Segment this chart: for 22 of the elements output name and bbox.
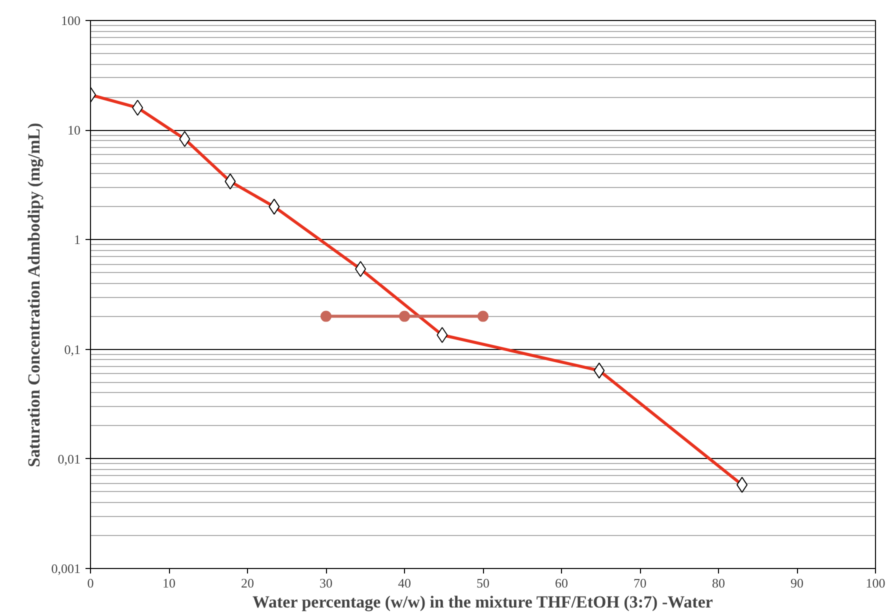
y-axis-title: Saturation Concentration Admbodipy (mg/mL) (24, 122, 44, 468)
x-tick-label: 10 (162, 576, 176, 590)
x-tick-label: 30 (320, 576, 332, 590)
x-tick-label: 70 (634, 576, 646, 590)
y-tick-label: 10 (68, 122, 80, 138)
x-tick-label: 40 (398, 576, 411, 590)
point (399, 310, 410, 322)
y-tick-label: 0,01 (58, 451, 80, 466)
x-tick-label: 90 (790, 576, 804, 590)
x-axis-title: Water percentage (w/w) in the mixture THF/EtOH (3:7) -Water (252, 592, 714, 612)
x-tick-label: 0 (87, 576, 94, 590)
x-tick-label: 50 (476, 576, 490, 590)
x-tick-label: 80 (712, 576, 725, 590)
x-tick-label: 20 (241, 576, 254, 590)
point (478, 310, 488, 322)
x-tick-label: 100 (866, 576, 886, 590)
y-tick-label: 1 (74, 232, 80, 248)
x-tick-label: 60 (555, 576, 568, 590)
point (320, 310, 332, 322)
y-tick-label: 100 (61, 13, 80, 28)
y-tick-label: 0,001 (51, 561, 80, 576)
y-tick-label: 0,1 (64, 342, 80, 357)
